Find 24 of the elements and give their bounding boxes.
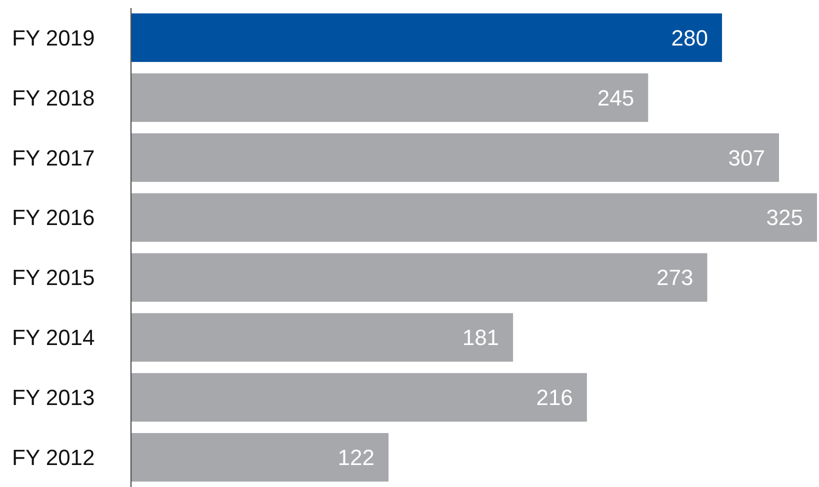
y-tick-label: FY 2013: [12, 385, 95, 410]
y-tick-label: FY 2012: [12, 445, 95, 470]
bar: [131, 13, 722, 62]
y-tick-label: FY 2017: [12, 145, 95, 170]
bar: [131, 73, 648, 122]
data-label: 307: [728, 145, 766, 170]
bar: [131, 193, 817, 242]
data-label: 273: [656, 265, 694, 290]
data-label: 245: [597, 85, 634, 110]
y-tick-label: FY 2018: [12, 85, 95, 110]
y-tick-label: FY 2015: [12, 265, 95, 290]
data-label: 122: [338, 445, 375, 470]
bar: [131, 253, 708, 302]
bar: [131, 373, 587, 422]
y-tick-label: FY 2014: [12, 325, 95, 350]
data-label: 181: [462, 325, 500, 350]
data-label: 280: [671, 25, 708, 50]
y-tick-label: FY 2016: [12, 205, 95, 230]
bar: [131, 433, 389, 482]
bar: [131, 313, 514, 362]
data-label: 325: [766, 205, 803, 230]
y-tick-label: FY 2019: [12, 25, 95, 50]
data-label: 216: [536, 385, 573, 410]
bar: [131, 133, 780, 182]
